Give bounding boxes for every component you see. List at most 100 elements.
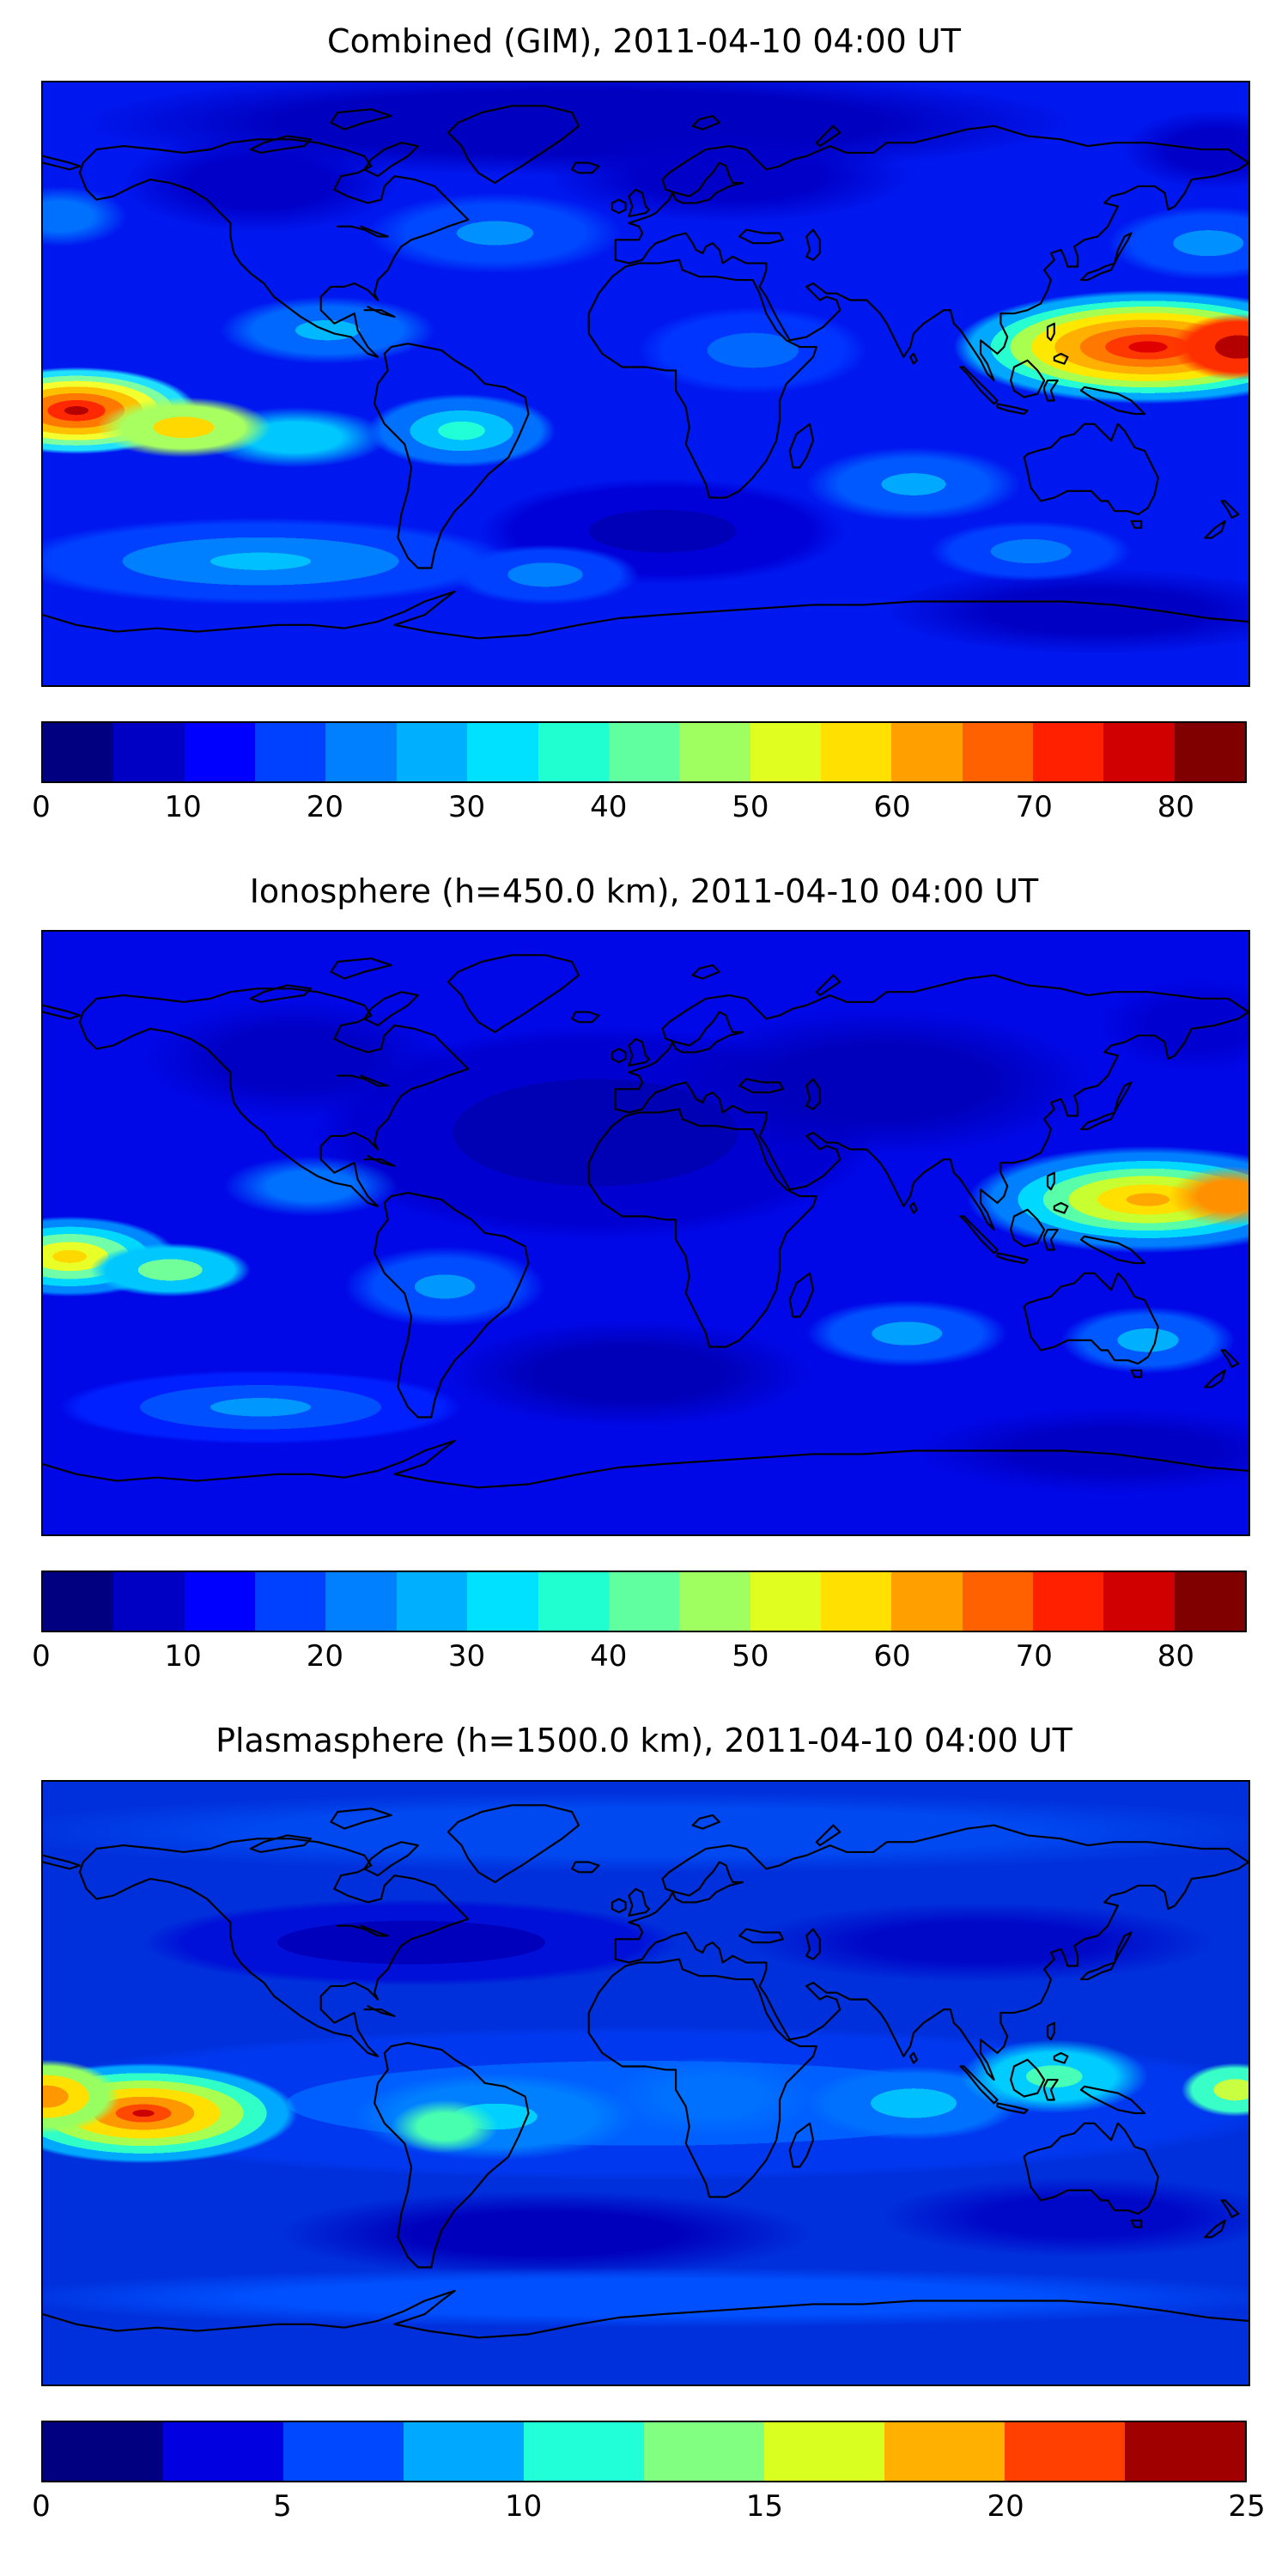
colorbar-segment <box>820 1572 892 1631</box>
colorbar-tick-label: 60 <box>873 789 911 824</box>
panel-title-plasmasphere: Plasmasphere (h=1500.0 km), 2011-04-10 0… <box>216 1722 1072 1760</box>
contour-field <box>445 1320 813 1428</box>
panel-ionosphere: Ionosphere (h=450.0 km), 2011-04-10 04:0… <box>32 872 1250 1678</box>
contour-field <box>1108 205 1249 280</box>
colorbar-segment <box>1174 722 1246 781</box>
contour-field <box>880 2176 1249 2257</box>
contour-field <box>1171 313 1249 380</box>
colorbar-tick-label: 5 <box>272 2488 292 2524</box>
contour-field <box>960 2039 1148 2113</box>
contour-field <box>119 132 402 234</box>
colorbar-segment <box>538 722 609 781</box>
colorbar-segment <box>644 2421 764 2481</box>
colorbar-segment <box>1103 722 1175 781</box>
colorbar-tick-label: 80 <box>1157 1639 1195 1674</box>
colorbar-segment <box>608 722 680 781</box>
colorbar-segment <box>962 722 1034 781</box>
colorbar-gradient <box>41 1571 1247 1633</box>
colorbar-segment <box>1033 1572 1104 1631</box>
colorbar-segment <box>255 1572 326 1631</box>
colorbar-segment <box>325 722 397 781</box>
colorbar-segment <box>255 722 326 781</box>
colorbar-gradient <box>41 2420 1247 2482</box>
contour-field <box>1182 2063 1249 2117</box>
colorbar-segment <box>750 722 821 781</box>
colorbar-tick-label: 25 <box>1228 2488 1266 2524</box>
colorbar-segment <box>43 2421 163 2481</box>
colorbar-segment <box>396 1572 468 1631</box>
panel-combined: Combined (GIM), 2011-04-10 04:00 UT 0 10 2… <box>32 22 1250 828</box>
world-map-ionosphere <box>41 930 1250 1537</box>
world-map-plasmasphere <box>41 1779 1250 2386</box>
colorbar-segment <box>884 2421 1005 2481</box>
contour-field <box>662 1008 1098 1157</box>
contour-field <box>806 447 1021 521</box>
contour-field <box>930 520 1132 581</box>
colorbar-tick-label: 70 <box>1015 1639 1053 1674</box>
colorbar-segment <box>962 1572 1034 1631</box>
colorbar-tick-label: 20 <box>306 789 343 824</box>
colorbar-combined: 0 10 20 30 40 50 60 70 80 <box>32 720 1247 828</box>
colorbar-segment <box>1174 1572 1246 1631</box>
colorbar-segment <box>820 722 892 781</box>
contour-field <box>391 2099 499 2154</box>
contour-field <box>746 1902 1215 1983</box>
colorbar-segment <box>184 722 256 781</box>
colorbar-tick-label: 40 <box>590 789 628 824</box>
colorbar-tick-label: 0 <box>32 1639 51 1674</box>
contour-field <box>59 1370 462 1444</box>
colorbar-tick-label: 30 <box>447 1639 486 1674</box>
colorbar-segment <box>467 1572 538 1631</box>
colorbar-segment <box>1033 722 1104 781</box>
contour-field <box>1168 1166 1249 1227</box>
colorbar-tick-label: 10 <box>164 1639 202 1674</box>
colorbar-tick-label: 15 <box>745 2488 784 2524</box>
colorbar-tick-label: 20 <box>306 1639 343 1674</box>
contour-field <box>43 185 127 246</box>
colorbar-segment <box>1005 2421 1125 2481</box>
contour-field <box>143 1899 679 1986</box>
colorbar-gradient <box>41 720 1247 783</box>
colorbar-segment <box>404 2421 524 2481</box>
colorbar-tick-label: 20 <box>987 2488 1024 2524</box>
colorbar-segment <box>113 722 185 781</box>
colorbar-segment <box>891 1572 963 1631</box>
contour-field <box>43 1791 1249 1873</box>
contour-field <box>914 1407 1249 1495</box>
contour-field <box>96 397 271 458</box>
contour-field <box>806 1300 1008 1368</box>
panel-title-combined: Combined (GIM), 2011-04-10 04:00 UT <box>327 22 961 60</box>
colorbar-segment <box>283 2421 404 2481</box>
colorbar-segment <box>891 722 963 781</box>
contour-field <box>143 999 445 1120</box>
contour-field <box>451 544 640 605</box>
panel-plasmasphere: Plasmasphere (h=1500.0 km), 2011-04-10 0… <box>32 1722 1266 2527</box>
colorbar-plasmasphere: 0 5 10 15 20 25 <box>32 2420 1266 2527</box>
colorbar-tick-label: 50 <box>732 1639 769 1674</box>
colorbar-segment <box>750 1572 821 1631</box>
colorbar-segment <box>43 1572 114 1631</box>
colorbar-tick-label: 10 <box>504 2488 543 2524</box>
contour-field <box>880 568 1249 655</box>
contour-field <box>223 1156 398 1217</box>
contour-field <box>43 517 512 605</box>
contour-field <box>1121 108 1249 190</box>
colorbar-segment <box>396 722 468 781</box>
contour-field <box>639 306 867 394</box>
colorbar-segment <box>679 1572 750 1631</box>
colorbar-segment <box>679 722 750 781</box>
colorbar-segment <box>764 2421 884 2481</box>
contour-field <box>368 393 556 468</box>
colorbar-segment <box>538 1572 609 1631</box>
colorbar-segment <box>524 2421 644 2481</box>
colorbar-segment <box>184 1572 256 1631</box>
colorbar-segment <box>43 722 114 781</box>
colorbar-tick-row: 0 5 10 15 20 25 <box>32 2482 1265 2527</box>
colorbar-tick-label: 80 <box>1157 789 1195 824</box>
colorbar-segment <box>1125 2421 1245 2481</box>
colorbar-segment <box>608 1572 680 1631</box>
colorbar-tick-label: 30 <box>447 789 486 824</box>
colorbar-ionosphere: 0 10 20 30 40 50 60 70 80 <box>32 1571 1247 1677</box>
colorbar-tick-label: 0 <box>32 2488 51 2524</box>
